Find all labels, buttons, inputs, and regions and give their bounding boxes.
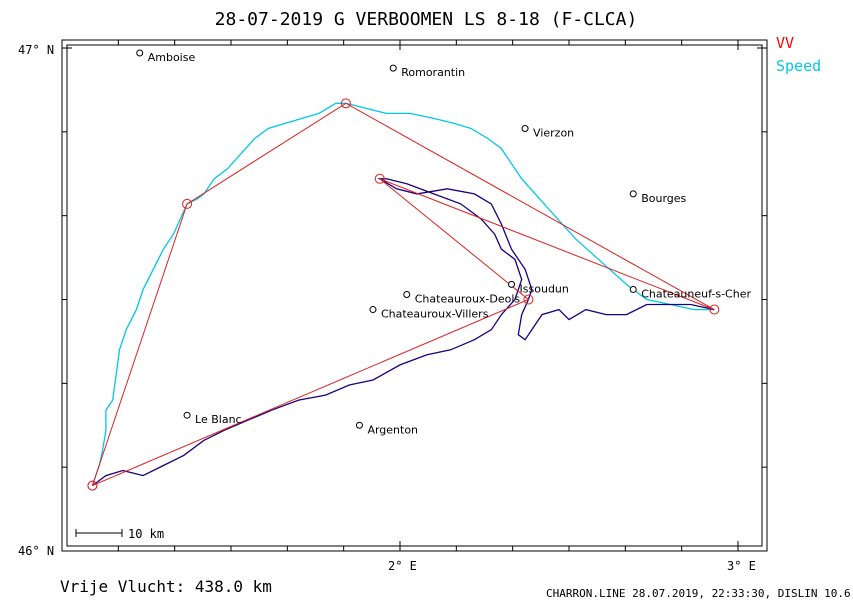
turnpoint-marker [523,294,534,305]
city-label: Chateauroux-Villers [381,308,489,321]
axis-ticks [61,40,767,552]
legend-speed: Speed [776,57,821,75]
scale-bar: 10 km [75,527,164,541]
lat-top-label: 47° N [18,43,54,57]
turnpoint-marker [87,480,98,491]
city-label: Issoudun [520,282,569,295]
lon-3-label: 3° E [727,559,756,573]
city-dot [403,290,411,298]
turnpoint-marker [709,304,720,315]
city-dot [183,411,191,419]
turnpoint-marker [340,98,351,109]
city-dot [369,306,377,314]
turnpoint-markers [87,98,720,491]
city-label: Bourges [641,192,686,205]
city-label: Vierzon [533,126,574,139]
city-dot [355,421,363,429]
city-label: Amboise [148,51,196,64]
scale-bar-label: 10 km [128,527,164,541]
city-dot [629,285,637,293]
legend-vv: VV [776,34,794,52]
city-label: Chateauneuf-s-Cher [641,287,751,300]
map-frame-inner [66,44,763,547]
credits-text: CHARRON.LINE 28.07.2019, 22:33:30, DISLI… [546,587,851,600]
turnpoint-marker [374,173,385,184]
city-markers: AmboiseRomorantinVierzonBourgesIssoudunC… [136,49,751,436]
distance-text: Vrije Vlucht: 438.0 km [60,577,272,596]
city-label: Romorantin [401,66,465,79]
city-dot [521,124,529,132]
map-frame [61,39,768,552]
lon-2-label: 2° E [388,559,417,573]
city-label: Chateauroux-Deols [415,292,521,305]
task-route [91,102,715,487]
city-dot [629,190,637,198]
speed-track [91,102,715,486]
city-dot [389,64,397,72]
flight-track [92,178,715,487]
lat-bottom-label: 46° N [18,544,54,558]
city-label: Argenton [367,423,418,436]
city-dot [136,49,144,57]
city-label: Le Blanc [195,413,242,426]
map-title: 28-07-2019 G VERBOOMEN LS 8-18 (F-CLCA) [215,9,638,30]
city-dot [508,280,516,288]
turnpoint-marker [182,198,193,209]
